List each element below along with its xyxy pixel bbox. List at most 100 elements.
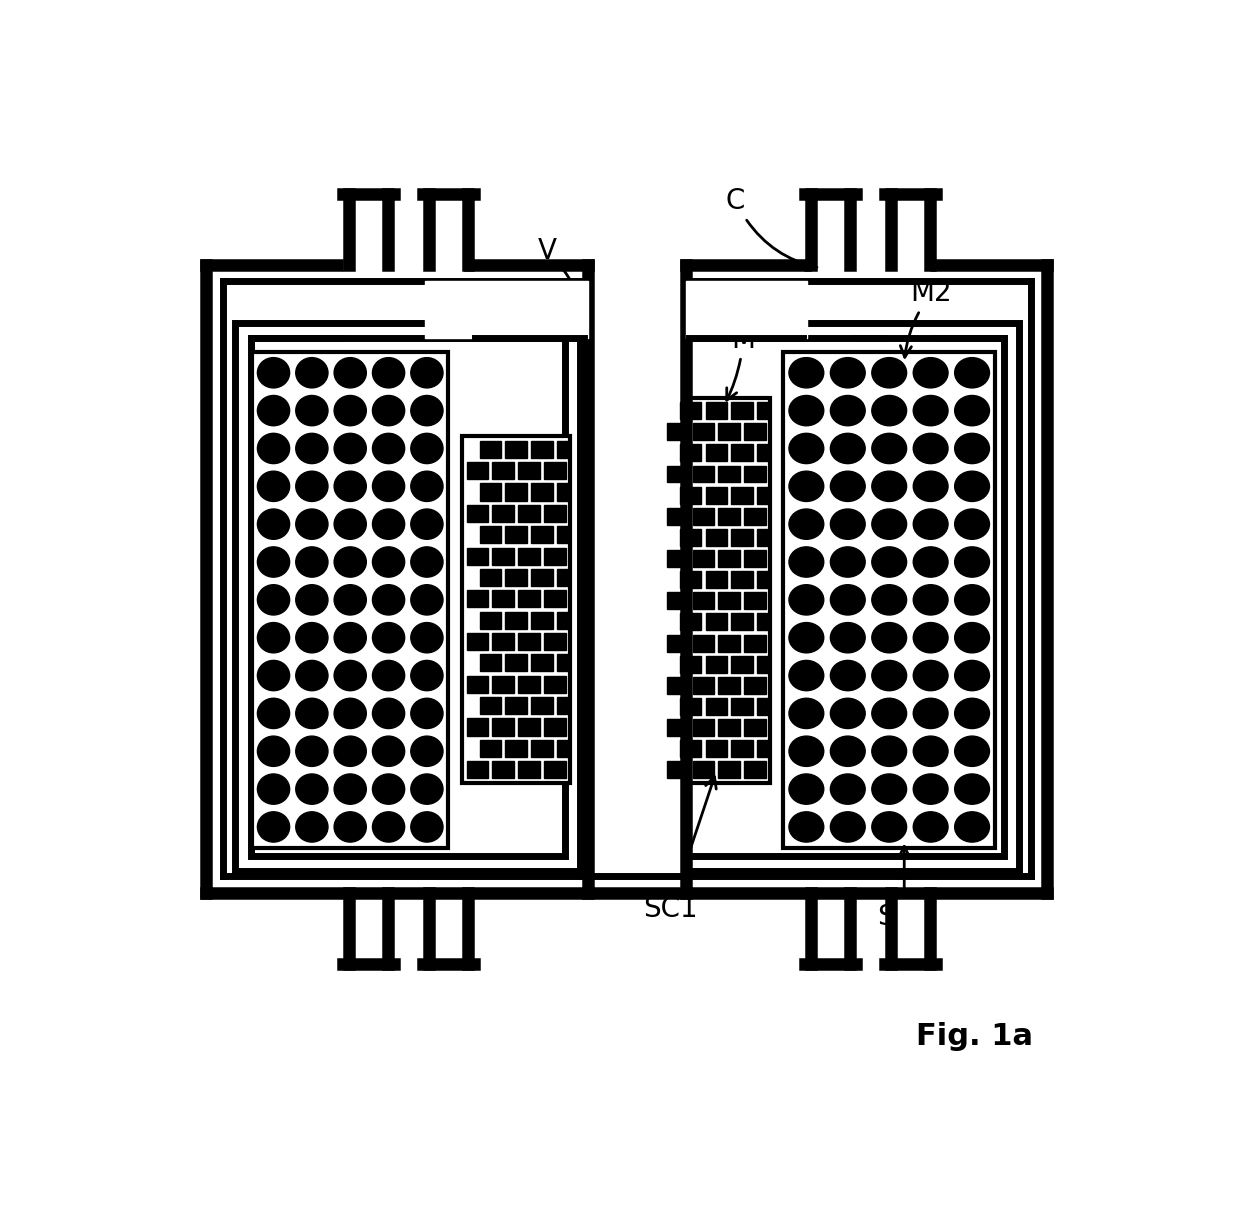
Ellipse shape [410,585,443,614]
Bar [758,698,768,715]
Ellipse shape [296,774,327,804]
Bar [506,569,527,586]
Ellipse shape [872,547,906,578]
Ellipse shape [789,547,823,578]
Ellipse shape [913,471,949,501]
Bar [480,740,501,757]
Bar [732,740,753,757]
Ellipse shape [372,812,404,842]
Text: M: M [727,326,755,401]
Bar [544,462,565,479]
Ellipse shape [372,547,404,578]
Ellipse shape [872,358,906,388]
Ellipse shape [410,471,443,501]
Ellipse shape [296,434,327,463]
Bar [518,633,539,650]
Ellipse shape [296,623,327,653]
Bar [732,402,753,419]
Bar [531,526,553,543]
Bar [492,505,515,522]
Bar [531,569,553,586]
Bar [518,676,539,693]
Ellipse shape [872,434,906,463]
Bar [758,571,768,589]
Ellipse shape [334,698,366,729]
Ellipse shape [296,396,327,425]
Ellipse shape [872,509,906,540]
Bar [706,740,727,757]
Bar [557,483,568,500]
Ellipse shape [410,547,443,578]
Text: M1: M1 [634,326,676,399]
Ellipse shape [789,812,823,842]
Bar [518,462,539,479]
Bar [758,487,768,504]
Ellipse shape [913,509,949,540]
Ellipse shape [831,547,866,578]
Bar [706,487,727,504]
Bar [706,528,727,546]
Ellipse shape [913,698,949,729]
Ellipse shape [913,774,949,804]
Ellipse shape [296,471,327,501]
Ellipse shape [258,396,290,425]
Bar [480,483,501,500]
Ellipse shape [334,358,366,388]
Bar [531,654,553,671]
Ellipse shape [258,736,290,767]
Bar [250,338,564,855]
Ellipse shape [955,471,990,501]
Bar [531,441,553,457]
Bar [706,656,727,672]
Bar [758,445,768,461]
Bar [466,633,489,650]
Bar [492,676,515,693]
Ellipse shape [955,623,990,653]
Ellipse shape [831,812,866,842]
Bar [667,677,688,694]
Ellipse shape [913,434,949,463]
Bar [680,487,702,504]
Ellipse shape [913,396,949,425]
Ellipse shape [789,471,823,501]
Bar [506,697,527,714]
Bar [557,612,568,629]
Ellipse shape [955,660,990,691]
Bar [466,719,489,735]
Ellipse shape [955,585,990,614]
Bar [718,762,740,778]
Bar [544,676,565,693]
Ellipse shape [955,774,990,804]
Text: M2: M2 [900,279,952,358]
Ellipse shape [258,547,290,578]
Bar [693,508,714,525]
Bar [744,423,766,440]
Bar [758,656,768,672]
Bar [480,654,501,671]
Bar [492,547,515,564]
Bar [718,719,740,736]
Ellipse shape [334,623,366,653]
Bar [680,445,702,461]
Bar [236,323,580,871]
Bar [480,526,501,543]
Bar [706,613,727,630]
Bar [506,483,527,500]
Bar [531,697,553,714]
Bar [744,508,766,525]
Ellipse shape [334,660,366,691]
Ellipse shape [913,623,949,653]
Bar [480,569,501,586]
Ellipse shape [789,736,823,767]
Bar [693,551,714,567]
Bar [706,445,727,461]
Ellipse shape [372,698,404,729]
Ellipse shape [410,660,443,691]
Ellipse shape [872,585,906,614]
Bar [667,466,688,483]
Bar [492,590,515,607]
Bar [732,487,753,504]
Text: SC2: SC2 [877,847,931,932]
Ellipse shape [913,547,949,578]
Bar [252,351,449,848]
